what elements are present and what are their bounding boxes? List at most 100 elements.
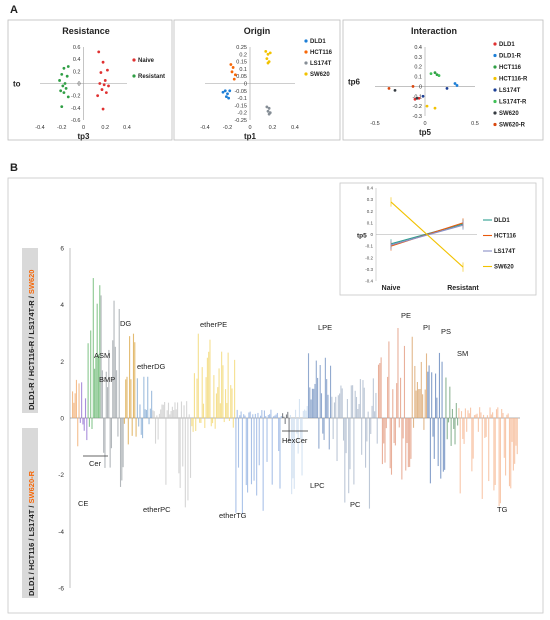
bar bbox=[463, 418, 465, 444]
y-label-top-box bbox=[22, 248, 38, 413]
data-point bbox=[227, 96, 231, 100]
bar-group-hexcer bbox=[282, 411, 290, 441]
x-tick-label: 0 bbox=[248, 125, 251, 131]
bar bbox=[460, 411, 463, 418]
bar bbox=[276, 412, 278, 418]
scatter-panel-2: Interaction-0.500.50.40.30.20.10-0.1-0.2… bbox=[342, 19, 544, 141]
bar bbox=[82, 418, 84, 425]
bar bbox=[295, 409, 297, 418]
bar bbox=[157, 418, 159, 440]
bar bbox=[506, 414, 508, 418]
bar bbox=[389, 418, 391, 469]
bar bbox=[407, 418, 409, 468]
bar bbox=[261, 410, 263, 418]
bar bbox=[73, 402, 75, 418]
data-point bbox=[433, 71, 437, 75]
bar bbox=[318, 418, 320, 449]
bar-group-lpc bbox=[289, 399, 308, 495]
bar bbox=[435, 373, 437, 418]
lipid-class-label: Cer bbox=[89, 459, 102, 468]
bar bbox=[416, 381, 418, 418]
bar bbox=[266, 418, 268, 462]
bar bbox=[442, 418, 444, 472]
legend-swatch bbox=[493, 65, 497, 69]
y-tick-label: -0.2 bbox=[238, 111, 247, 117]
data-point bbox=[106, 68, 109, 72]
bar bbox=[262, 418, 264, 511]
bar bbox=[296, 418, 298, 434]
bar bbox=[424, 389, 426, 418]
bar bbox=[152, 410, 154, 418]
bar bbox=[315, 360, 317, 418]
data-point bbox=[421, 94, 425, 98]
lipid-class-label: SM bbox=[457, 349, 468, 358]
y-tick-label: 0.25 bbox=[236, 45, 247, 51]
data-point bbox=[393, 88, 397, 92]
bar bbox=[412, 418, 415, 428]
bar bbox=[136, 378, 138, 418]
bar bbox=[393, 418, 395, 444]
bar-group-etherpe bbox=[191, 333, 236, 432]
bar bbox=[497, 407, 499, 418]
bar bbox=[144, 409, 146, 418]
legend-swatch bbox=[304, 39, 308, 43]
legend-swatch bbox=[493, 53, 497, 58]
bar bbox=[205, 377, 207, 418]
bar bbox=[368, 418, 371, 509]
bar bbox=[486, 415, 488, 418]
bar bbox=[248, 412, 250, 418]
bar bbox=[499, 418, 501, 504]
bar bbox=[127, 418, 129, 445]
data-point bbox=[265, 105, 269, 109]
bar bbox=[450, 418, 452, 446]
bar bbox=[363, 387, 365, 418]
bar bbox=[178, 418, 180, 474]
bar bbox=[455, 403, 457, 418]
data-point bbox=[65, 74, 69, 78]
inset-line-chart: 0.4 0.3 0.2 0.1 0 -0.1 -0.2 -0.3 -0.4 tp5 Naive Res… bbox=[339, 182, 537, 296]
scatter-frame bbox=[342, 19, 544, 141]
data-point bbox=[417, 96, 421, 100]
bar bbox=[353, 418, 355, 485]
y-label-bottom-box bbox=[22, 428, 38, 598]
data-point bbox=[107, 84, 110, 88]
bar bbox=[149, 408, 151, 418]
bar bbox=[331, 396, 333, 418]
legend-entry: DLD1-R bbox=[499, 54, 522, 60]
bar bbox=[380, 357, 382, 418]
bar bbox=[392, 389, 394, 418]
bar bbox=[243, 414, 245, 418]
lipid-class-label: PC bbox=[350, 500, 361, 509]
bar bbox=[160, 409, 162, 418]
bar bbox=[223, 418, 225, 423]
bar bbox=[234, 359, 236, 418]
bar bbox=[272, 416, 275, 418]
legend-swatch bbox=[304, 72, 308, 76]
bar bbox=[345, 418, 347, 454]
bar bbox=[195, 418, 197, 431]
bar bbox=[480, 412, 482, 418]
bar bbox=[405, 418, 407, 471]
data-point bbox=[445, 87, 449, 90]
bar bbox=[269, 414, 271, 418]
bar bbox=[154, 418, 157, 444]
bar bbox=[493, 418, 495, 491]
legend-swatch bbox=[493, 111, 497, 115]
bar bbox=[114, 346, 116, 418]
bar bbox=[156, 415, 158, 418]
inset-series-line bbox=[390, 201, 464, 268]
bar bbox=[314, 383, 316, 418]
bar bbox=[110, 418, 112, 449]
data-point bbox=[453, 82, 457, 85]
bar bbox=[230, 385, 232, 418]
x-axis-label: tp1 bbox=[244, 132, 257, 141]
bar bbox=[84, 398, 87, 418]
bar bbox=[503, 418, 505, 458]
bar bbox=[464, 408, 466, 418]
bar bbox=[75, 379, 77, 418]
bar bbox=[402, 418, 404, 439]
bar bbox=[267, 414, 269, 418]
bar bbox=[441, 361, 443, 418]
bar bbox=[167, 402, 170, 418]
inset-y-tick-label: 0 bbox=[370, 232, 373, 237]
